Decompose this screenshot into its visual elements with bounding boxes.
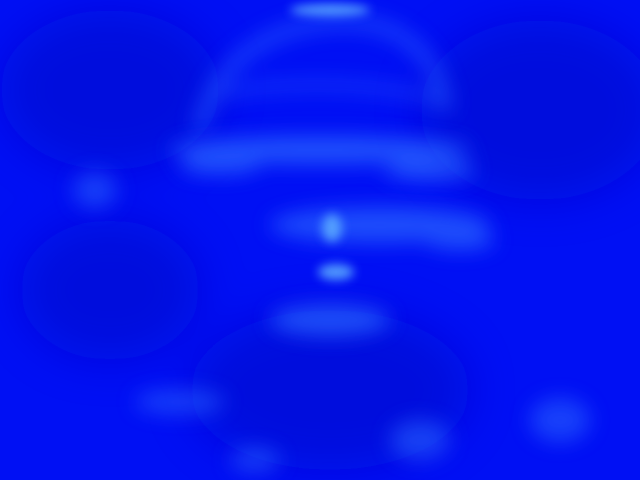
hat-shape: [193, 14, 452, 132]
hat-brim: [170, 136, 475, 180]
bright-highlights: [290, 4, 370, 280]
lower-glints: [73, 172, 590, 472]
shadow-areas: [0, 10, 640, 470]
